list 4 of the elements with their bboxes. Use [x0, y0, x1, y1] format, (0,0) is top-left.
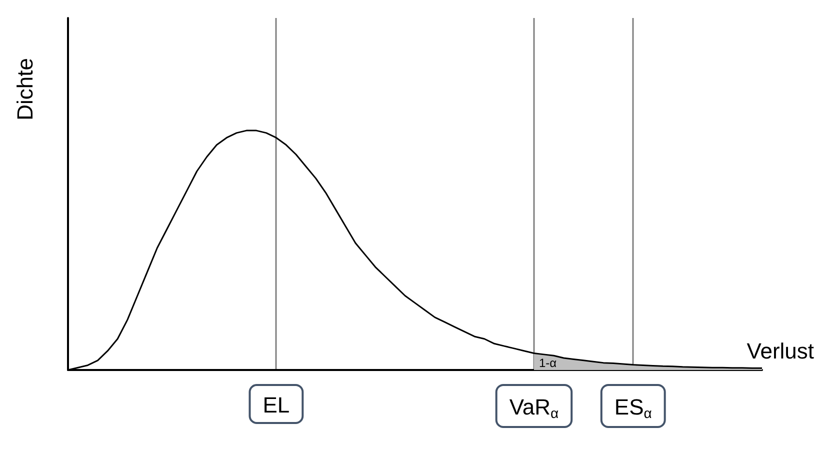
- x-axis-title: Verlust: [746, 338, 814, 364]
- x-tick-label: EL: [262, 392, 290, 418]
- y-axis-title: Dichte: [12, 58, 38, 120]
- annotation: 1-α: [538, 356, 557, 370]
